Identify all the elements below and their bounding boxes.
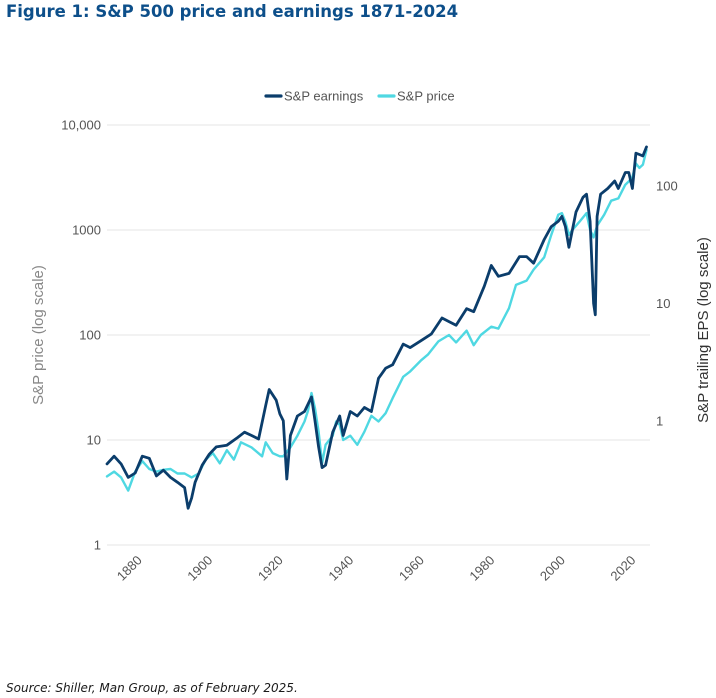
x-tick-label: 2020 [607,553,638,584]
y-tick-label: 100 [79,328,101,343]
left-axis-ticks: 1 10 100 1000 10,000 [61,118,101,553]
legend: S&P earnings S&P price [264,89,455,104]
y2-tick-label: 1 [656,413,663,428]
x-axis-ticks: 1880 1900 1920 1940 1960 1980 2000 2020 [114,553,639,584]
x-tick-label: 1880 [114,553,145,584]
x-tick-label: 2000 [537,553,568,584]
y-tick-label: 1000 [72,223,101,238]
series-line-price [105,148,648,492]
y-tick-label: 1 [94,538,101,553]
series-layer [105,145,648,510]
right-axis-title: S&P trailing EPS (log scale) [695,237,712,423]
source-note: Source: Shiller, Man Group, as of Februa… [6,681,298,695]
right-axis-ticks: 1 10 100 [656,178,678,428]
gridlines [107,124,650,546]
y2-tick-label: 100 [656,178,678,193]
x-tick-label: 1920 [255,553,286,584]
legend-label-price: S&P price [397,89,455,104]
y-tick-label: 10,000 [61,118,101,133]
figure-title: Figure 1: S&P 500 price and earnings 187… [6,2,459,21]
x-tick-label: 1960 [396,553,427,584]
x-tick-label: 1980 [466,553,497,584]
series-line-earnings [105,145,648,510]
left-axis-title: S&P price (log scale) [30,265,47,405]
x-tick-label: 1900 [184,553,215,584]
x-tick-label: 1940 [325,553,356,584]
legend-label-earnings: S&P earnings [284,89,364,104]
y2-tick-label: 10 [656,296,670,311]
y-tick-label: 10 [87,433,101,448]
